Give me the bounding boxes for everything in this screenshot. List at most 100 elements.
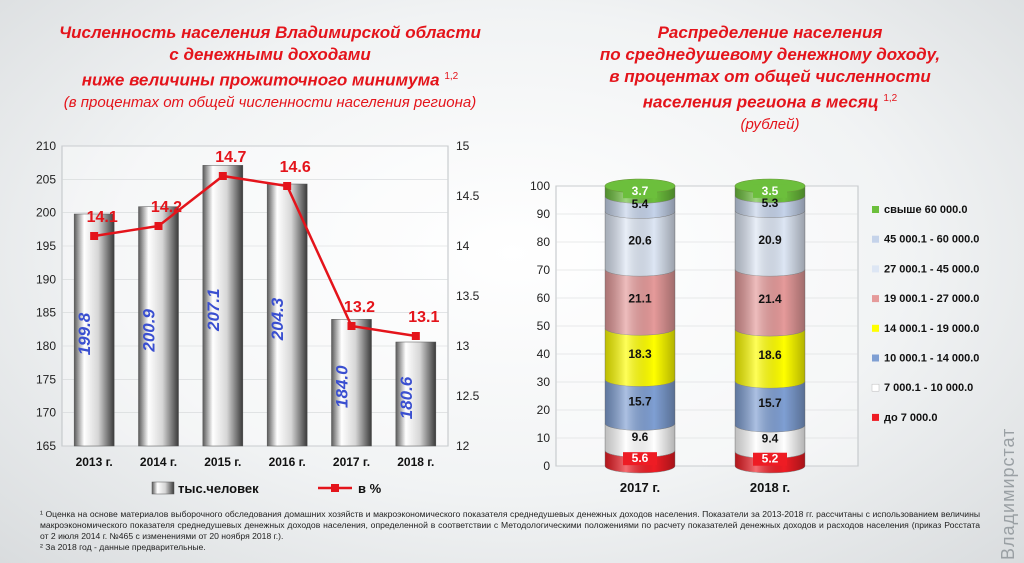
left-y-tick-label: 185 [36,306,56,320]
right-segment-label-bg [623,452,657,466]
left-chart-subtitle: (в процентах от общей численности населе… [63,93,477,111]
right-legend-swatch [872,235,879,243]
left-chart-title: Численность населения Владимирской облас… [10,22,530,114]
left-plot-area [61,145,449,447]
left-x-tick-label: 2018 г. [397,455,434,469]
left-bar [138,206,179,447]
left-bar [202,165,244,447]
left-y2-tick-label: 12 [456,439,470,453]
right-legend-swatch [872,413,879,421]
right-y-tick-label: 30 [537,375,551,389]
right-segment-label-bg [753,184,787,198]
right-y-tick-label: 0 [543,459,550,473]
left-x-tick-label: 2014 г. [140,455,177,469]
right-segment-value-label: 9.4 [762,431,779,445]
right-legend-swatch [872,295,879,303]
right-stack-segment-shade [735,381,805,433]
left-x-tick-label: 2016 г. [269,455,306,469]
left-line-point [154,222,163,230]
left-line-value-label: 14.1 [87,209,118,226]
left-line-point [90,232,99,240]
right-segment-value-label: 5.6 [632,451,649,465]
left-bar [73,213,115,447]
left-title-sup: 1,2 [444,71,459,82]
right-legend-swatch [872,206,879,213]
left-title-line-3-text: ниже величины прожиточного минимума [81,70,440,90]
right-legend-label: 10 000.1 - 14 000.0 [884,353,979,365]
right-segment-value-label: 20.6 [628,233,652,247]
right-title-line-2: по среднедушевому денежному доходу, [599,45,941,64]
left-y-tick-label: 210 [36,139,56,153]
left-legend-bar-swatch [151,481,175,495]
left-bar [395,341,437,447]
right-title-line-4: населения региона в месяц 1,2 [540,88,1000,114]
left-y-tick-label: 165 [36,439,56,453]
left-line-value-label: 13.2 [344,299,375,316]
left-title-line-1: Численность населения Владимирской облас… [59,23,481,42]
right-legend-swatch [871,383,880,392]
footnotes: ¹ Оценка на основе материалов выборочног… [40,509,980,553]
right-legend-label: 45 000.1 - 60 000.0 [884,234,979,246]
left-y-tick-label: 170 [36,406,56,420]
right-title-line-3: в процентах от общей численности [609,67,931,86]
left-line-point [347,322,356,330]
left-title-line-3: ниже величины прожиточного минимума 1,2 [10,66,530,92]
left-bar-value-label: 207.1 [204,288,223,332]
left-line-value-label: 14.2 [151,199,182,216]
right-legend-label: 27 000.1 - 45 000.0 [884,263,979,275]
left-y-tick-label: 175 [36,372,56,386]
right-legend-label: свыше 60 000.0 [884,204,967,216]
right-title-line-1: Распределение населения [657,23,883,42]
left-y2-tick-label: 15 [456,139,470,153]
left-combo-chart: 165 170 175 180 185 190 195 200 205 210 12 12.5 13 13… [36,139,480,496]
right-title-sup: 1,2 [883,93,898,104]
left-x-tick-label: 2017 г. [333,455,370,469]
right-stack-segment-shade [735,210,805,277]
right-chart-title: Распределение населения по среднедушевом… [540,22,1000,136]
left-bar [266,183,308,447]
left-bar-value-label: 200.9 [140,309,159,353]
footnote-2: ² За 2018 год - данные предварительные. [40,542,206,552]
left-line-value-label: 14.6 [280,159,311,176]
right-stack-segment-shade [735,269,805,337]
right-segment-value-label: 3.7 [632,184,649,198]
footnote-1: ¹ Оценка на основе материалов выборочног… [40,509,980,541]
right-segment-value-label: 5.4 [632,197,649,211]
left-line-value-label: 13.1 [408,309,439,326]
right-y-tick-label: 60 [537,291,551,305]
right-segment-value-label: 9.6 [632,430,649,444]
right-segment-label-bg [623,185,657,199]
right-segment-value-label: 18.6 [758,348,782,362]
right-legend-swatch [872,265,879,273]
right-y-tick-label: 90 [537,207,551,221]
right-stack-segment-shade [735,329,805,389]
right-y-tick-label: 20 [537,403,551,417]
right-title-line-4-text: населения региона в месяц [642,92,879,112]
right-stack-segment-shade [605,423,675,458]
right-segment-value-label: 21.4 [758,292,782,306]
left-y2-tick-label: 14.5 [456,189,480,203]
right-segment-value-label: 3.5 [762,184,779,198]
right-stacked-chart: 0 10 20 30 40 50 60 70 80 90 100 5.6 9.6 15.7 18.3 21.1… [530,178,979,495]
left-line-point [218,172,227,180]
right-y-tick-label: 80 [537,235,551,249]
left-y-tick-label: 180 [36,339,56,353]
left-y2-tick-label: 12.5 [456,389,480,403]
right-segment-value-label: 5.2 [762,452,779,466]
right-legend-label: до 7 000.0 [884,412,937,424]
left-y2-tick-label: 14 [456,239,470,253]
right-y-tick-label: 40 [537,347,551,361]
right-stack-segment-shade [605,328,675,387]
right-chart-subtitle: (рублей) [740,115,800,133]
right-stack-segment-shade [605,269,675,336]
right-segment-value-label: 15.7 [628,394,652,408]
right-segment-value-label: 18.3 [628,347,652,361]
left-y2-tick-label: 13 [456,339,470,353]
left-line-value-label: 14.7 [215,149,246,166]
right-legend-label: 14 000.1 - 19 000.0 [884,323,979,335]
left-y2-tick-label: 13.5 [456,289,480,303]
right-legend-label: 19 000.1 - 27 000.0 [884,293,979,305]
right-stack-segment-shade [735,425,805,459]
left-y-tick-label: 195 [36,239,56,253]
